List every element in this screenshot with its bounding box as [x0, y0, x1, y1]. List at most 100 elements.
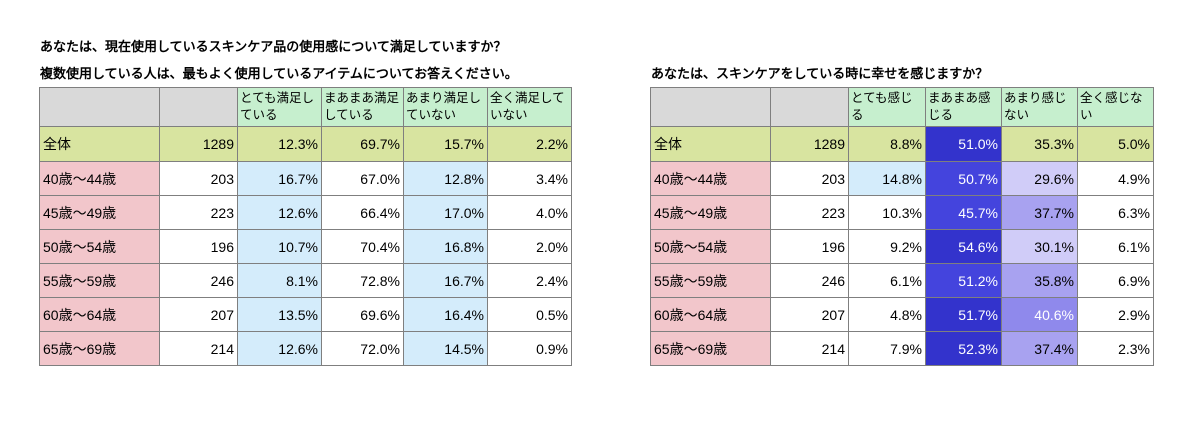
right-header-cell: 全く感じない: [1077, 87, 1154, 127]
right-title: あなたは、スキンケアをしている時に幸せを感じますか？: [651, 67, 989, 82]
value-cell: 10.3%: [848, 195, 926, 230]
left-header-cell: [39, 87, 160, 127]
row-label: 全体: [39, 126, 160, 162]
value-cell: 14.8%: [848, 161, 926, 196]
value-cell: 10.7%: [237, 229, 322, 264]
value-cell: 69.6%: [321, 297, 404, 332]
value-cell: 12.8%: [403, 161, 488, 196]
sample-size-cell: 207: [770, 297, 849, 332]
right-header-cell: とても感じる: [848, 87, 926, 127]
row-label: 65歳～69歳: [650, 331, 771, 366]
left-header-cell: あまり満足していない: [403, 87, 488, 127]
value-cell: 72.0%: [321, 331, 404, 366]
sample-size-cell: 246: [770, 263, 849, 298]
row-label: 45歳～49歳: [650, 195, 771, 230]
row-label: 50歳～54歳: [650, 229, 771, 264]
value-cell: 40.6%: [1001, 297, 1078, 332]
row-label: 60歳～64歳: [39, 297, 160, 332]
value-cell: 51.0%: [925, 126, 1002, 162]
happiness-table: とても感じる まあまあ感じる あまり感じない 全く感じない 全体 1289 8.8% 51.0…: [650, 87, 1154, 366]
sample-size-cell: 214: [159, 331, 238, 366]
value-cell: 14.5%: [403, 331, 488, 366]
row-label: 50歳～54歳: [39, 229, 160, 264]
value-cell: 16.7%: [237, 161, 322, 196]
value-cell: 3.4%: [487, 161, 572, 196]
table-row: 55歳～59歳 246 6.1% 51.2% 35.8% 6.9%: [650, 263, 1154, 298]
table-row: 45歳～49歳 223 10.3% 45.7% 37.7% 6.3%: [650, 195, 1154, 230]
value-cell: 6.3%: [1077, 195, 1154, 230]
value-cell: 0.5%: [487, 297, 572, 332]
value-cell: 4.0%: [487, 195, 572, 230]
value-cell: 4.9%: [1077, 161, 1154, 196]
value-cell: 5.0%: [1077, 126, 1154, 162]
satisfaction-table: とても満足している まあまあ満足している あまり満足していない 全く満足していない 全体…: [39, 87, 572, 366]
sample-size-cell: 246: [159, 263, 238, 298]
value-cell: 17.0%: [403, 195, 488, 230]
left-header-cell: まあまあ満足している: [321, 87, 404, 127]
table-row: 45歳～49歳 223 12.6% 66.4% 17.0% 4.0%: [39, 195, 572, 230]
sample-size-cell: 207: [159, 297, 238, 332]
sample-size-cell: 214: [770, 331, 849, 366]
sample-size-cell: 223: [159, 195, 238, 230]
sample-size-cell: 223: [770, 195, 849, 230]
sample-size-cell: 203: [770, 161, 849, 196]
value-cell: 51.2%: [925, 263, 1002, 298]
row-label: 40歳～44歳: [650, 161, 771, 196]
row-label: 60歳～64歳: [650, 297, 771, 332]
value-cell: 54.6%: [925, 229, 1002, 264]
table-row: 65歳～69歳 214 12.6% 72.0% 14.5% 0.9%: [39, 331, 572, 366]
value-cell: 35.8%: [1001, 263, 1078, 298]
value-cell: 6.9%: [1077, 263, 1154, 298]
right-header-cell: [770, 87, 849, 127]
value-cell: 16.4%: [403, 297, 488, 332]
table-row: 50歳～54歳 196 9.2% 54.6% 30.1% 6.1%: [650, 229, 1154, 264]
value-cell: 50.7%: [925, 161, 1002, 196]
right-header-cell: あまり感じない: [1001, 87, 1078, 127]
value-cell: 7.9%: [848, 331, 926, 366]
left-header-row: とても満足している まあまあ満足している あまり満足していない 全く満足していない: [39, 87, 572, 127]
value-cell: 2.0%: [487, 229, 572, 264]
value-cell: 45.7%: [925, 195, 1002, 230]
value-cell: 69.7%: [321, 126, 404, 162]
left-title-line1: あなたは、現在使用しているスキンケア品の使用感について満足していますか？: [40, 40, 507, 55]
table-row: 60歳～64歳 207 13.5% 69.6% 16.4% 0.5%: [39, 297, 572, 332]
value-cell: 35.3%: [1001, 126, 1078, 162]
value-cell: 4.8%: [848, 297, 926, 332]
value-cell: 29.6%: [1001, 161, 1078, 196]
table-row: 全体 1289 8.8% 51.0% 35.3% 5.0%: [650, 126, 1154, 162]
row-label: 55歳～59歳: [650, 263, 771, 298]
value-cell: 6.1%: [848, 263, 926, 298]
table-row: 55歳～59歳 246 8.1% 72.8% 16.7% 2.4%: [39, 263, 572, 298]
sample-size-cell: 1289: [159, 126, 238, 162]
value-cell: 12.6%: [237, 331, 322, 366]
value-cell: 52.3%: [925, 331, 1002, 366]
row-label: 40歳～44歳: [39, 161, 160, 196]
table-row: 全体 1289 12.3% 69.7% 15.7% 2.2%: [39, 126, 572, 162]
value-cell: 72.8%: [321, 263, 404, 298]
row-label: 45歳～49歳: [39, 195, 160, 230]
sample-size-cell: 203: [159, 161, 238, 196]
value-cell: 2.3%: [1077, 331, 1154, 366]
table-row: 60歳～64歳 207 4.8% 51.7% 40.6% 2.9%: [650, 297, 1154, 332]
value-cell: 0.9%: [487, 331, 572, 366]
value-cell: 9.2%: [848, 229, 926, 264]
table-row: 40歳～44歳 203 14.8% 50.7% 29.6% 4.9%: [650, 161, 1154, 196]
value-cell: 37.7%: [1001, 195, 1078, 230]
value-cell: 30.1%: [1001, 229, 1078, 264]
left-header-cell: とても満足している: [237, 87, 322, 127]
table-row: 65歳～69歳 214 7.9% 52.3% 37.4% 2.3%: [650, 331, 1154, 366]
table-row: 50歳～54歳 196 10.7% 70.4% 16.8% 2.0%: [39, 229, 572, 264]
table-row: 40歳～44歳 203 16.7% 67.0% 12.8% 3.4%: [39, 161, 572, 196]
left-header-cell: 全く満足していない: [487, 87, 572, 127]
value-cell: 16.7%: [403, 263, 488, 298]
left-title-line2: 複数使用している人は、最もよく使用しているアイテムについてお答えください。: [40, 67, 518, 82]
value-cell: 15.7%: [403, 126, 488, 162]
value-cell: 12.6%: [237, 195, 322, 230]
value-cell: 2.4%: [487, 263, 572, 298]
sample-size-cell: 1289: [770, 126, 849, 162]
value-cell: 2.9%: [1077, 297, 1154, 332]
value-cell: 16.8%: [403, 229, 488, 264]
row-label: 全体: [650, 126, 771, 162]
value-cell: 6.1%: [1077, 229, 1154, 264]
value-cell: 8.8%: [848, 126, 926, 162]
